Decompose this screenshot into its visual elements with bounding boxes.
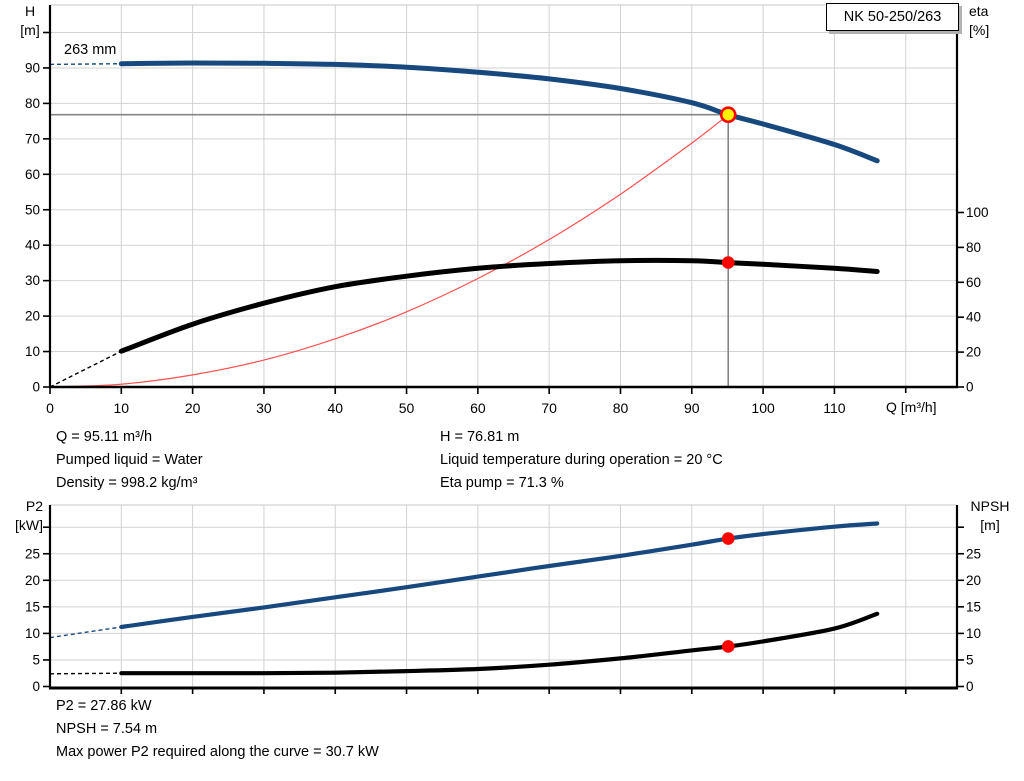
p2-value-text: P2 = 27.86 kW	[56, 698, 152, 714]
tick-label: 50	[399, 400, 415, 416]
eta-axis-unit-label: eta [%]	[969, 2, 989, 40]
tick-label: 25	[966, 546, 981, 561]
tick-label: 40	[25, 238, 40, 253]
tick-label: 50	[25, 202, 40, 217]
tick-label: 30	[256, 400, 272, 416]
tick-label: 0	[46, 400, 54, 416]
tick-label: 20	[185, 400, 201, 416]
system-curve-curve	[49, 114, 729, 388]
p2-axis-unit-label: P2 [kW]	[0, 497, 43, 535]
npsh-axis-unit: [m]	[980, 517, 1000, 533]
npsh-curve	[119, 611, 880, 676]
tick-label: 60	[25, 167, 40, 182]
npsh-axis-symbol: NPSH	[970, 498, 1010, 514]
tick-label: 30	[25, 273, 40, 288]
h-axis-unit: [m]	[20, 22, 40, 38]
tick-label: 5	[32, 652, 40, 667]
duty-flow-text: Q = 95.11 m³/h	[56, 429, 153, 445]
eta-axis-unit: [%]	[969, 22, 990, 38]
tick-label: 20	[966, 573, 981, 588]
tick-label: 20	[25, 573, 40, 588]
tick-label: 0	[966, 380, 974, 395]
duty-point-marker	[719, 106, 737, 124]
tick-label: 40	[327, 400, 343, 416]
h-axis-unit-label: H [m]	[8, 2, 52, 40]
tick-label: 40	[966, 310, 981, 325]
tick-label: 70	[541, 400, 557, 416]
impeller-diameter-label: 263 mm	[64, 42, 117, 58]
power-info: P2 = 27.86 kW NPSH = 7.54 m Max power P2…	[56, 695, 379, 764]
p2-axis-symbol: P2	[25, 498, 43, 514]
q-axis-unit-label: Q [m³/h]	[886, 399, 937, 415]
tick-label: 20	[25, 309, 40, 324]
tick-label: 90	[684, 400, 700, 416]
p2-point-marker	[721, 532, 735, 545]
power-p2-curve	[119, 521, 880, 630]
tick-label: 25	[25, 546, 40, 561]
tick-label: 110	[823, 400, 846, 416]
tick-label: 10	[114, 400, 130, 416]
tick-label: 0	[966, 679, 974, 694]
efficiency-curve	[118, 257, 880, 354]
tick-label: 10	[25, 344, 40, 359]
tick-label: 100	[751, 400, 775, 416]
pump-model-text: NK 50-250/263	[843, 9, 942, 25]
tick-label: 5	[966, 652, 974, 667]
tick-label: 10	[966, 626, 981, 641]
max-power-text: Max power P2 required along the curve = …	[56, 744, 379, 760]
efficiency-curve-dashed	[49, 350, 122, 388]
tick-label: 20	[966, 345, 981, 360]
npsh-point-marker	[721, 640, 735, 653]
npsh-axis-unit-label: NPSH [m]	[962, 497, 1018, 535]
tick-label: 15	[966, 599, 981, 614]
duty-info-left: Q = 95.11 m³/h Pumped liquid = Water Den…	[56, 426, 203, 495]
tick-label: 10	[25, 626, 40, 641]
power-p2-curve-dashed	[49, 626, 122, 639]
pump-model-badge: NK 50-250/263	[826, 3, 959, 31]
head-263mm-curve	[118, 60, 880, 164]
h-axis-symbol: H	[24, 3, 36, 19]
duty-info-right: H = 76.81 m Liquid temperature during op…	[440, 426, 723, 495]
pumped-liquid-text: Pumped liquid = Water	[56, 452, 203, 468]
head-263mm-curve-dashed	[49, 63, 122, 66]
duty-head-text: H = 76.81 m	[440, 429, 520, 445]
npsh-curve-dashed	[49, 672, 122, 675]
p2-axis-unit: [kW]	[15, 517, 43, 533]
tick-label: 100	[966, 205, 989, 220]
eta-pump-text: Eta pump = 71.3 %	[440, 475, 564, 491]
liquid-temperature-text: Liquid temperature during operation = 20…	[440, 452, 723, 468]
tick-label: 0	[32, 679, 40, 694]
eta-axis-symbol: eta	[969, 3, 989, 19]
tick-label: 80	[25, 96, 40, 111]
npsh-value-text: NPSH = 7.54 m	[56, 721, 158, 737]
tick-label: 60	[470, 400, 486, 416]
tick-label: 0	[32, 380, 40, 395]
eta-point-marker	[721, 256, 735, 269]
tick-label: 15	[25, 599, 40, 614]
tick-label: 60	[966, 275, 981, 290]
density-text: Density = 998.2 kg/m³	[56, 475, 198, 491]
tick-label: 90	[25, 60, 40, 75]
tick-label: 70	[25, 131, 40, 146]
tick-label: 80	[966, 240, 981, 255]
tick-label: 80	[613, 400, 629, 416]
